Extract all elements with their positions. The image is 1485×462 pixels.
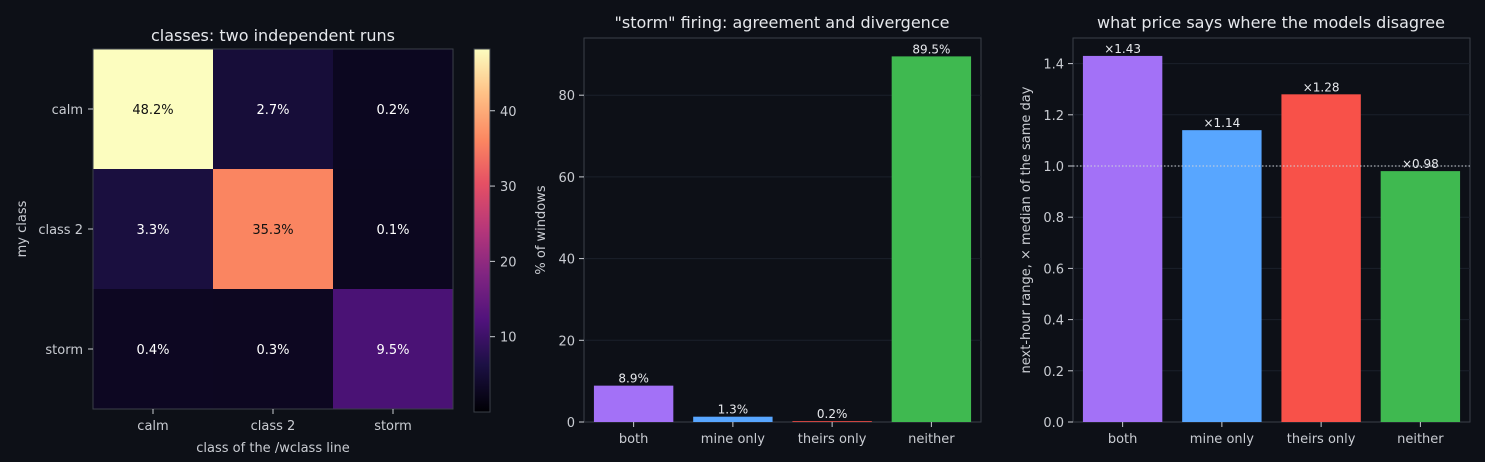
price-y-tick: 0.0 bbox=[1043, 416, 1064, 431]
heatmap-cell-label: 0.1% bbox=[376, 223, 409, 238]
price-bar-theirs-only bbox=[1281, 94, 1361, 422]
storm-y-tick: 80 bbox=[558, 89, 575, 104]
storm-firing-panel: "storm" firing: agreement and divergence… bbox=[534, 13, 982, 447]
heatmap-y-tick-class-2: class 2 bbox=[38, 223, 83, 238]
heatmap-y-tick-calm: calm bbox=[52, 103, 83, 118]
price-y-tick: 0.8 bbox=[1043, 211, 1064, 226]
price-bar-mine-only bbox=[1182, 130, 1262, 422]
storm-y-axis-label: % of windows bbox=[534, 185, 549, 274]
colorbar bbox=[473, 48, 491, 413]
heatmap-cell-label: 2.7% bbox=[256, 103, 289, 118]
heatmap-cell bbox=[213, 169, 333, 289]
price-range-panel: what price says where the models disagre… bbox=[1019, 13, 1471, 447]
colorbar-tick: 20 bbox=[500, 255, 517, 270]
heatmap-x-tick-class-2: class 2 bbox=[251, 419, 296, 434]
heatmap-cell bbox=[213, 49, 333, 169]
storm-y-tick: 0 bbox=[567, 416, 575, 431]
heatmap-cell bbox=[93, 169, 213, 289]
heatmap-x-tick-calm: calm bbox=[137, 419, 168, 434]
heatmap-cell-label: 0.4% bbox=[136, 343, 169, 358]
heatmap-cell-label: 35.3% bbox=[252, 223, 293, 238]
heatmap-cell-label: 0.3% bbox=[256, 343, 289, 358]
price-x-tick-theirs-only: theirs only bbox=[1287, 432, 1356, 447]
storm-value-label-both: 8.9% bbox=[618, 372, 649, 386]
heatmap-x-axis-label: class of the /wclass line bbox=[196, 441, 349, 456]
heatmap-title: classes: two independent runs bbox=[151, 26, 395, 45]
heatmap-cell-label: 3.3% bbox=[136, 223, 169, 238]
price-y-tick: 1.4 bbox=[1043, 58, 1064, 73]
heatmap-cell-label: 48.2% bbox=[132, 103, 173, 118]
heatmap-x-tick-storm: storm bbox=[374, 419, 412, 434]
storm-x-tick-mine-only: mine only bbox=[701, 432, 765, 447]
heatmap-cell bbox=[93, 49, 213, 169]
price-value-label-theirs-only: ×1.28 bbox=[1303, 80, 1340, 94]
price-value-label-neither: ×0.98 bbox=[1402, 157, 1439, 171]
price-x-tick-mine-only: mine only bbox=[1190, 432, 1254, 447]
heatmap-cell bbox=[333, 49, 453, 169]
storm-value-label-mine-only: 1.3% bbox=[718, 403, 749, 417]
colorbar-tick: 10 bbox=[500, 331, 517, 346]
storm-value-label-neither: 89.5% bbox=[912, 42, 950, 56]
storm-bar-neither bbox=[891, 56, 972, 422]
price-bar-neither bbox=[1380, 171, 1461, 422]
storm-x-tick-both: both bbox=[619, 432, 649, 447]
price-y-tick: 0.4 bbox=[1043, 314, 1064, 329]
price-y-tick: 0.2 bbox=[1043, 365, 1064, 380]
price-y-tick: 1.0 bbox=[1043, 160, 1064, 175]
storm-y-tick: 20 bbox=[558, 334, 575, 349]
storm-chart-title: "storm" firing: agreement and divergence bbox=[615, 13, 950, 32]
storm-x-tick-theirs-only: theirs only bbox=[798, 432, 867, 447]
heatmap-cell bbox=[333, 169, 453, 289]
storm-value-label-theirs-only: 0.2% bbox=[817, 407, 848, 421]
storm-bar-theirs-only bbox=[792, 421, 872, 422]
heatmap-y-tick-storm: storm bbox=[45, 343, 83, 358]
colorbar-tick: 40 bbox=[500, 105, 517, 120]
heatmap-cell-label: 9.5% bbox=[376, 343, 409, 358]
storm-bar-mine-only bbox=[693, 416, 773, 422]
storm-y-tick: 40 bbox=[558, 253, 575, 268]
price-x-tick-both: both bbox=[1108, 432, 1138, 447]
price-value-label-both: ×1.43 bbox=[1104, 42, 1141, 56]
price-y-tick: 1.2 bbox=[1043, 109, 1064, 124]
storm-y-tick: 60 bbox=[558, 171, 575, 186]
heatmap-cell bbox=[93, 289, 213, 409]
heatmap-cell-label: 0.2% bbox=[376, 103, 409, 118]
price-y-tick: 0.6 bbox=[1043, 262, 1064, 277]
price-chart-title: what price says where the models disagre… bbox=[1097, 13, 1445, 32]
storm-x-tick-neither: neither bbox=[908, 432, 955, 447]
heatmap-cell bbox=[213, 289, 333, 409]
heatmap-y-axis-label: my class bbox=[15, 200, 30, 257]
colorbar-tick: 30 bbox=[500, 180, 517, 195]
price-value-label-mine-only: ×1.14 bbox=[1203, 116, 1240, 130]
price-x-tick-neither: neither bbox=[1397, 432, 1444, 447]
heatmap-cell bbox=[333, 289, 453, 409]
confusion-heatmap-panel: classes: two independent runs 48.2% 2.7% 0… bbox=[15, 26, 517, 456]
price-y-axis-label: next-hour range, × median of the same da… bbox=[1019, 86, 1034, 373]
price-bar-both bbox=[1082, 55, 1163, 423]
storm-bar-both bbox=[593, 385, 674, 422]
